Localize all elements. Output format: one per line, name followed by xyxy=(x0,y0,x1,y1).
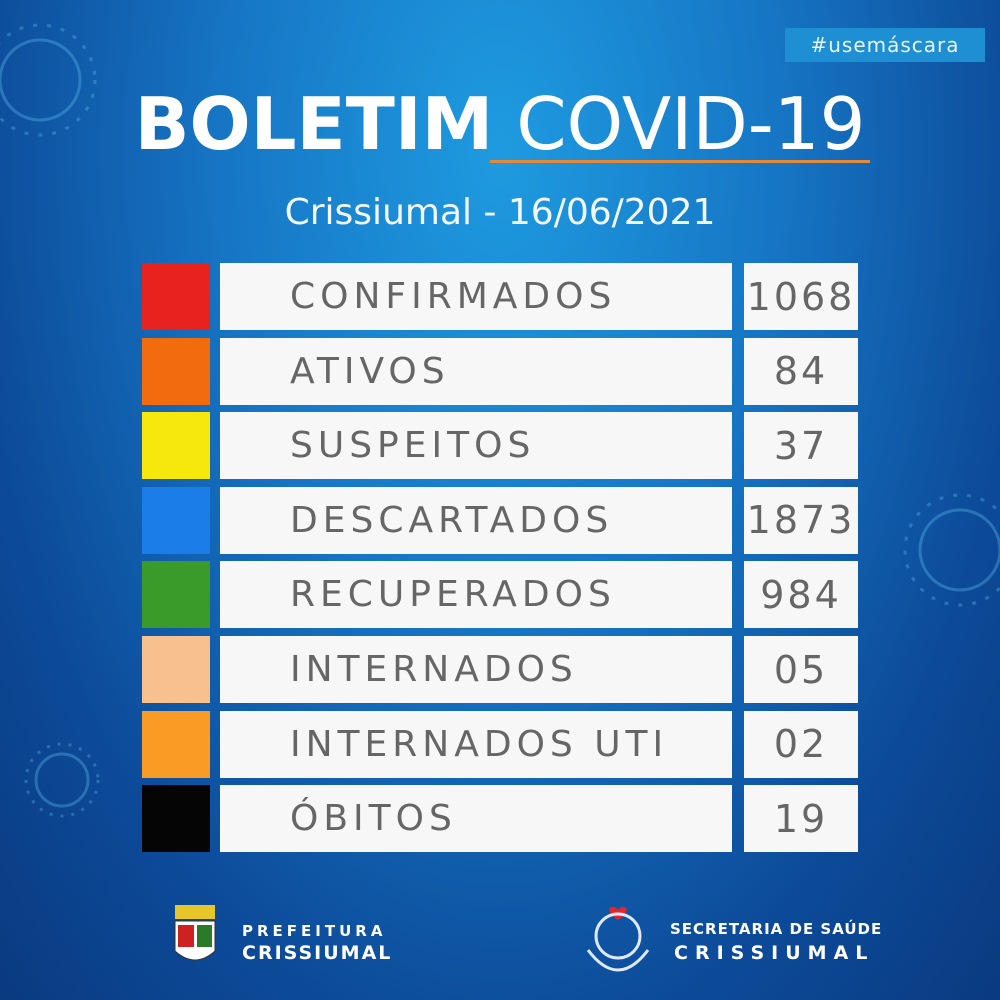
row-value: 1873 xyxy=(744,486,858,554)
title-light: COVID-19 xyxy=(516,82,866,166)
footer-text: SECRETARIA DE SAÚDE xyxy=(670,920,883,938)
footer-text: CRISSIUMAL xyxy=(674,942,875,964)
color-swatch xyxy=(142,636,210,703)
subtitle: Crissiumal - 16/06/2021 xyxy=(284,192,716,233)
row-label: ATIVOS xyxy=(220,337,732,405)
underline xyxy=(490,160,870,163)
row-label: RECUPERADOS xyxy=(220,561,732,629)
footer-text: PREFEITURA xyxy=(242,922,387,940)
row-value: 02 xyxy=(744,710,858,778)
color-swatch xyxy=(142,561,210,629)
row-value: 984 xyxy=(744,561,858,629)
color-swatch xyxy=(142,337,210,405)
row-label: INTERNADOS UTI xyxy=(220,710,732,778)
row-label: INTERNADOS xyxy=(220,636,732,703)
footer-text: CRISSIUMAL xyxy=(242,942,393,964)
color-swatch xyxy=(142,412,210,480)
title-bold: BOLETIM xyxy=(134,82,494,166)
row-value: 84 xyxy=(744,337,858,405)
row-value: 19 xyxy=(744,785,858,853)
row-label: ÓBITOS xyxy=(220,785,732,853)
row-value: 1068 xyxy=(744,263,858,330)
row-label: DESCARTADOS xyxy=(220,486,732,554)
row-value: 05 xyxy=(744,636,858,703)
color-swatch xyxy=(142,710,210,778)
row-label: SUSPEITOS xyxy=(220,412,732,480)
color-swatch xyxy=(142,785,210,853)
row-value: 37 xyxy=(744,412,858,480)
row-label: CONFIRMADOS xyxy=(220,263,732,330)
hashtag: #usemáscara xyxy=(785,28,985,62)
color-swatch xyxy=(142,486,210,554)
title: BOLETIM COVID-19 xyxy=(0,82,1000,166)
color-swatch xyxy=(142,263,210,330)
